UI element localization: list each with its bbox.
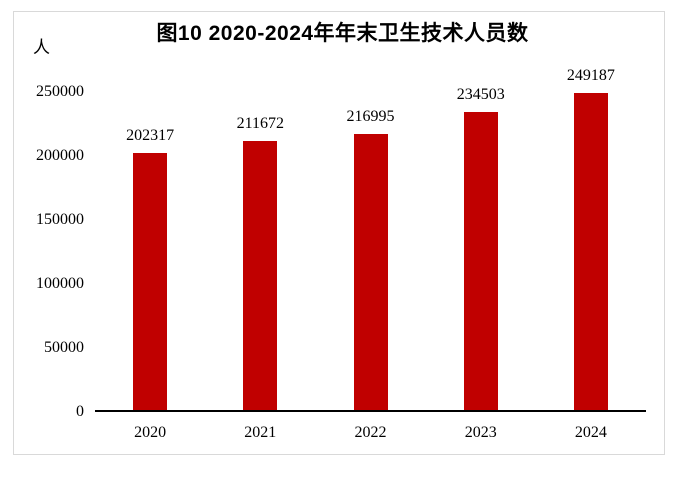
bar-value-label: 216995 <box>346 108 395 125</box>
bar-2022 <box>353 134 388 412</box>
bar-value-label: 249187 <box>566 67 615 84</box>
bar-2021 <box>243 141 278 412</box>
y-tick-label: 250000 <box>36 83 84 100</box>
bar-value-label: 211672 <box>236 115 284 132</box>
y-tick-label: 150000 <box>36 211 84 228</box>
x-tick-label: 2022 <box>354 424 387 441</box>
x-tick-label: 2023 <box>464 424 497 441</box>
x-tick-label: 2024 <box>574 424 607 441</box>
y-tick-label: 50000 <box>44 339 84 356</box>
y-tick-label: 0 <box>76 403 84 420</box>
y-tick-label: 100000 <box>36 275 84 292</box>
chart-title: 图10 2020-2024年年末卫生技术人员数 <box>156 22 529 45</box>
x-axis-line <box>95 410 646 412</box>
chart-border <box>13 11 665 455</box>
bar-2024 <box>573 93 608 412</box>
x-tick-label: 2020 <box>134 424 167 441</box>
x-tick-label: 2021 <box>244 424 277 441</box>
y-axis-unit-label: 人 <box>33 38 50 57</box>
bar-2020 <box>133 153 168 412</box>
y-tick-label: 200000 <box>36 147 84 164</box>
bar-2023 <box>463 112 498 412</box>
bar-value-label: 234503 <box>456 86 505 103</box>
bar-value-label: 202317 <box>126 127 175 144</box>
